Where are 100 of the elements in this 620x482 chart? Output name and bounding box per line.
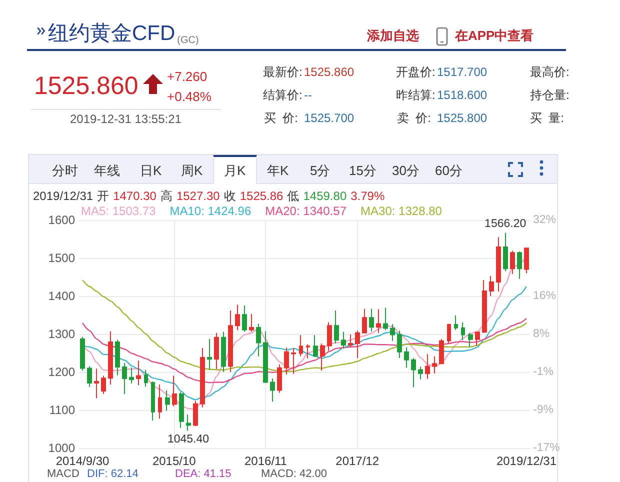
text: --	[304, 88, 312, 102]
y2-tick-label: -1%	[533, 366, 554, 378]
x-tick-label: 2014/9/30	[56, 454, 110, 468]
text: 低	[287, 189, 300, 203]
y2-tick-label: 8%	[533, 328, 550, 340]
candlestick	[94, 368, 99, 399]
candlestick	[439, 338, 444, 365]
text: MACD	[47, 468, 80, 480]
text: 昨结算:	[396, 88, 436, 102]
candlestick	[327, 322, 332, 352]
candlestick	[256, 323, 261, 357]
candlestick	[411, 357, 416, 388]
y2-tick-label: 16%	[533, 290, 556, 302]
text: MA30: 1328.80	[360, 204, 442, 218]
candlestick	[115, 339, 120, 376]
y-tick-label: 1400	[48, 289, 76, 303]
candlestick	[496, 236, 501, 292]
text: 分时	[52, 163, 78, 178]
line-series	[82, 318, 528, 384]
text: 1525.700	[304, 111, 354, 125]
text: 1525.86	[240, 189, 284, 203]
candlestick	[277, 364, 282, 394]
text: 15分	[349, 163, 376, 178]
text: 开盘价:	[396, 65, 436, 79]
candlestick	[193, 400, 198, 426]
text: +7.260	[167, 69, 208, 84]
y-tick-label: 1300	[48, 327, 76, 341]
text: 年K	[267, 163, 289, 178]
text: 买 价:	[264, 111, 298, 125]
candlestick	[235, 304, 240, 331]
candlestick	[306, 344, 310, 359]
text: 周K	[181, 163, 203, 178]
text: 2019-12-31 13:55:21	[70, 112, 182, 126]
candlestick	[270, 378, 275, 402]
candlestick	[207, 338, 212, 370]
candlestick	[489, 275, 494, 296]
y-tick-label: 1100	[49, 403, 76, 417]
x-tick-label: 2016/11	[244, 454, 288, 468]
y2-tick-label: -9%	[533, 404, 554, 416]
text: 添加自选	[367, 28, 419, 43]
candlestick	[355, 330, 360, 358]
text: 日K	[140, 163, 162, 178]
candlestick	[383, 307, 388, 331]
candlestick	[390, 324, 395, 342]
candlestick	[122, 362, 127, 395]
text: 1470.30	[113, 189, 156, 203]
candlestick	[151, 381, 155, 422]
text: 3.79%	[350, 189, 385, 203]
text: 1517.700	[437, 65, 488, 79]
candlestick	[80, 336, 85, 371]
text: 卖 价:	[397, 111, 432, 125]
chart-title: 纽约黄金CFD$_{(GC)}$	[48, 22, 199, 48]
text: 在APP中查看	[455, 28, 534, 43]
candlestick	[404, 346, 409, 368]
x-tick-label: 2019/12/31	[496, 454, 557, 468]
text: MA5: 1503.73	[81, 204, 156, 218]
candlestick	[320, 343, 325, 371]
text: DIF: 62.14	[87, 468, 138, 480]
annotation: 1045.40	[167, 434, 210, 446]
candlestick	[228, 310, 233, 372]
text: 收	[224, 189, 236, 203]
candlestick	[179, 392, 184, 428]
y-tick-label: 1500	[48, 251, 76, 265]
candlestick	[186, 414, 191, 432]
candlestick	[425, 354, 430, 380]
text: 1518.600	[437, 88, 488, 102]
annotation: 1566.20	[484, 218, 526, 230]
candlestick	[291, 348, 296, 374]
candlestick	[432, 356, 437, 374]
candlestick	[418, 366, 423, 380]
candlestick	[214, 332, 219, 370]
candlestick	[221, 331, 226, 372]
text: MA20: 1340.57	[265, 204, 347, 218]
y-tick-label: 1200	[48, 365, 76, 379]
candlestick	[524, 247, 529, 274]
candlestick	[249, 313, 254, 332]
candlestick	[334, 310, 339, 344]
candlestick	[242, 305, 247, 332]
candlestick	[369, 308, 374, 332]
candlestick	[517, 251, 522, 280]
candlestick	[454, 314, 458, 330]
text: MA10: 1424.96	[170, 204, 252, 218]
candlestick	[144, 369, 148, 387]
candlestick	[468, 332, 473, 348]
text: 2019/12/31	[33, 189, 94, 203]
candlestick	[313, 334, 318, 358]
x-tick-label: 2015/10	[152, 454, 196, 468]
y2-tick-label: 32%	[533, 214, 556, 226]
y-tick-label: 1000	[48, 441, 76, 455]
text: 最新价:	[263, 65, 302, 79]
text: 1527.30	[176, 189, 220, 203]
text: 买 量:	[530, 111, 564, 125]
candlestick	[461, 322, 465, 341]
text: 30分	[392, 163, 420, 178]
text: DEA: 41.15	[175, 468, 232, 480]
text: +0.48%	[167, 89, 212, 104]
candlestick	[482, 280, 487, 334]
text: 年线	[94, 163, 120, 178]
candlestick	[503, 232, 508, 272]
y2-tick-label: -17%	[533, 442, 560, 454]
